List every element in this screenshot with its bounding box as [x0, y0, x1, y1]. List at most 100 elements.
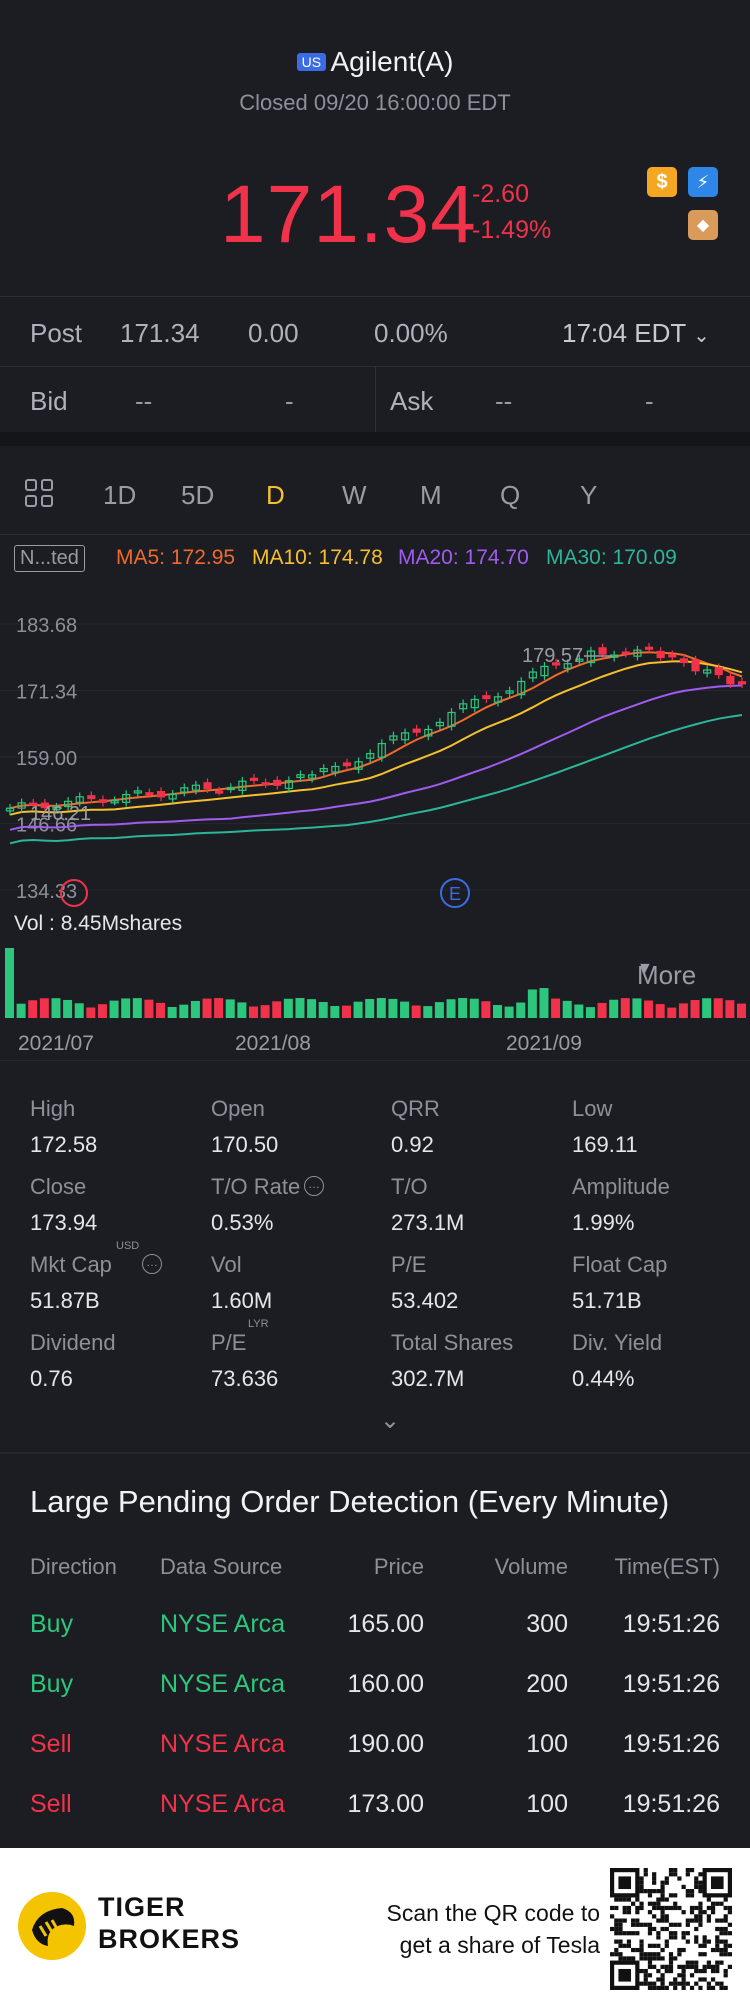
info-icon[interactable]: … — [142, 1254, 162, 1274]
volume-bar — [365, 998, 375, 1018]
volume-bar — [609, 999, 619, 1018]
tab-d[interactable]: D — [266, 480, 285, 510]
expand-chevron-icon[interactable]: ⌄ — [380, 1407, 401, 1434]
qr-module — [698, 1943, 703, 1948]
qr-module — [710, 1901, 716, 1906]
qr-module — [652, 1956, 657, 1961]
qr-module — [685, 1964, 690, 1969]
qr-module — [668, 1868, 674, 1873]
volume-bar — [190, 1000, 200, 1018]
qr-module — [710, 1964, 716, 1969]
qr-module — [706, 1981, 711, 1986]
qr-module — [677, 1952, 682, 1957]
volume-bar — [504, 1006, 514, 1018]
qr-module — [656, 1931, 661, 1936]
grid-icon[interactable] — [24, 478, 54, 513]
qr-module — [681, 1964, 686, 1969]
qr-module — [618, 1956, 623, 1961]
order-direction: Buy — [30, 1670, 74, 1698]
qr-module — [647, 1889, 653, 1894]
candle-body — [412, 728, 421, 733]
order-volume: 100 — [526, 1730, 568, 1758]
order-price: 173.00 — [347, 1790, 424, 1818]
tab-w[interactable]: W — [342, 480, 367, 510]
order-time: 19:51:26 — [622, 1730, 720, 1758]
earnings-event-marker[interactable] — [440, 878, 470, 908]
qr-module — [698, 1968, 703, 1974]
qr-module — [685, 1981, 690, 1986]
qr-module — [689, 1918, 695, 1923]
market-status: Closed 09/20 16:00:00 EDT — [239, 90, 511, 115]
qr-module — [677, 1922, 682, 1927]
qr-module — [618, 1926, 623, 1932]
qr-module — [715, 1926, 720, 1932]
volume-bar — [121, 998, 131, 1018]
qr-module — [723, 1939, 728, 1944]
candle-body — [342, 762, 352, 767]
qr-module — [723, 1968, 728, 1974]
price-change-pct: -1.49% — [472, 216, 552, 244]
qr-module — [664, 1926, 669, 1932]
qr-module — [681, 1977, 686, 1982]
price-chart[interactable]: 183.68 171.34 159.00 146.66 134.33 179.57 14… — [0, 590, 750, 1060]
candle-body — [459, 703, 468, 710]
qr-module — [698, 1914, 703, 1919]
qr-module — [610, 1905, 615, 1911]
qr-module — [652, 1880, 657, 1885]
qr-module — [618, 1939, 623, 1944]
candle-body — [575, 658, 584, 662]
qr-module — [647, 1985, 653, 1990]
volume-bar — [655, 1004, 665, 1018]
qr-module — [681, 1968, 686, 1974]
tab-5d[interactable]: 5D — [181, 480, 215, 510]
tab-q[interactable]: Q — [500, 480, 521, 510]
qr-module — [694, 1880, 699, 1885]
volume-bar — [295, 998, 305, 1018]
order-volume: 100 — [526, 1790, 568, 1818]
qr-module — [723, 1952, 728, 1957]
qr-module — [626, 1943, 632, 1948]
dividend-event-marker[interactable] — [60, 879, 88, 907]
tab-y[interactable]: Y — [580, 480, 598, 510]
qr-module — [727, 1943, 732, 1948]
qr-module — [618, 1897, 623, 1902]
qr-module — [660, 1897, 665, 1902]
candle-body — [435, 721, 445, 727]
adjust-toggle[interactable]: N...ted — [14, 545, 85, 572]
qr-module — [656, 1935, 661, 1940]
academy-icon[interactable]: ◆ — [688, 210, 718, 240]
stat-label: Div. Yield — [572, 1330, 663, 1355]
qr-module — [698, 1901, 703, 1906]
qr-module — [694, 1964, 699, 1969]
candle-body — [586, 650, 596, 664]
qr-module — [618, 1922, 623, 1927]
dollar-icon[interactable]: $ — [647, 167, 677, 197]
stat-value: 302.7M — [391, 1366, 465, 1391]
qr-module — [702, 1977, 707, 1982]
qr-module — [719, 1901, 724, 1906]
qr-module — [614, 1897, 619, 1902]
post-time-selector[interactable]: 17:04 EDT ⌄ — [562, 318, 710, 349]
volume-bar — [562, 1000, 572, 1018]
volume-bar — [272, 1001, 282, 1018]
candle-body — [493, 696, 503, 703]
qr-module — [706, 1939, 711, 1944]
qr-module — [626, 1905, 632, 1911]
qr-module — [668, 1981, 674, 1986]
candle-body — [505, 690, 514, 694]
ma10-line — [9, 660, 743, 816]
tab-m[interactable]: M — [420, 480, 442, 510]
info-icon[interactable]: … — [304, 1176, 324, 1196]
qr-module — [727, 1922, 732, 1927]
qr-module — [727, 1952, 732, 1957]
tab-1d[interactable]: 1D — [103, 480, 137, 510]
lightning-icon[interactable]: ⚡ — [688, 167, 718, 197]
volume-bar — [260, 1005, 270, 1018]
market-badge: US — [296, 53, 327, 71]
tiger-logo-icon — [18, 1892, 86, 1960]
qr-module — [702, 1943, 707, 1948]
lyr-superscript: LYR — [248, 1318, 269, 1330]
volume-bar — [97, 1004, 107, 1018]
candle-body — [551, 662, 561, 666]
qr-module — [660, 1889, 665, 1894]
